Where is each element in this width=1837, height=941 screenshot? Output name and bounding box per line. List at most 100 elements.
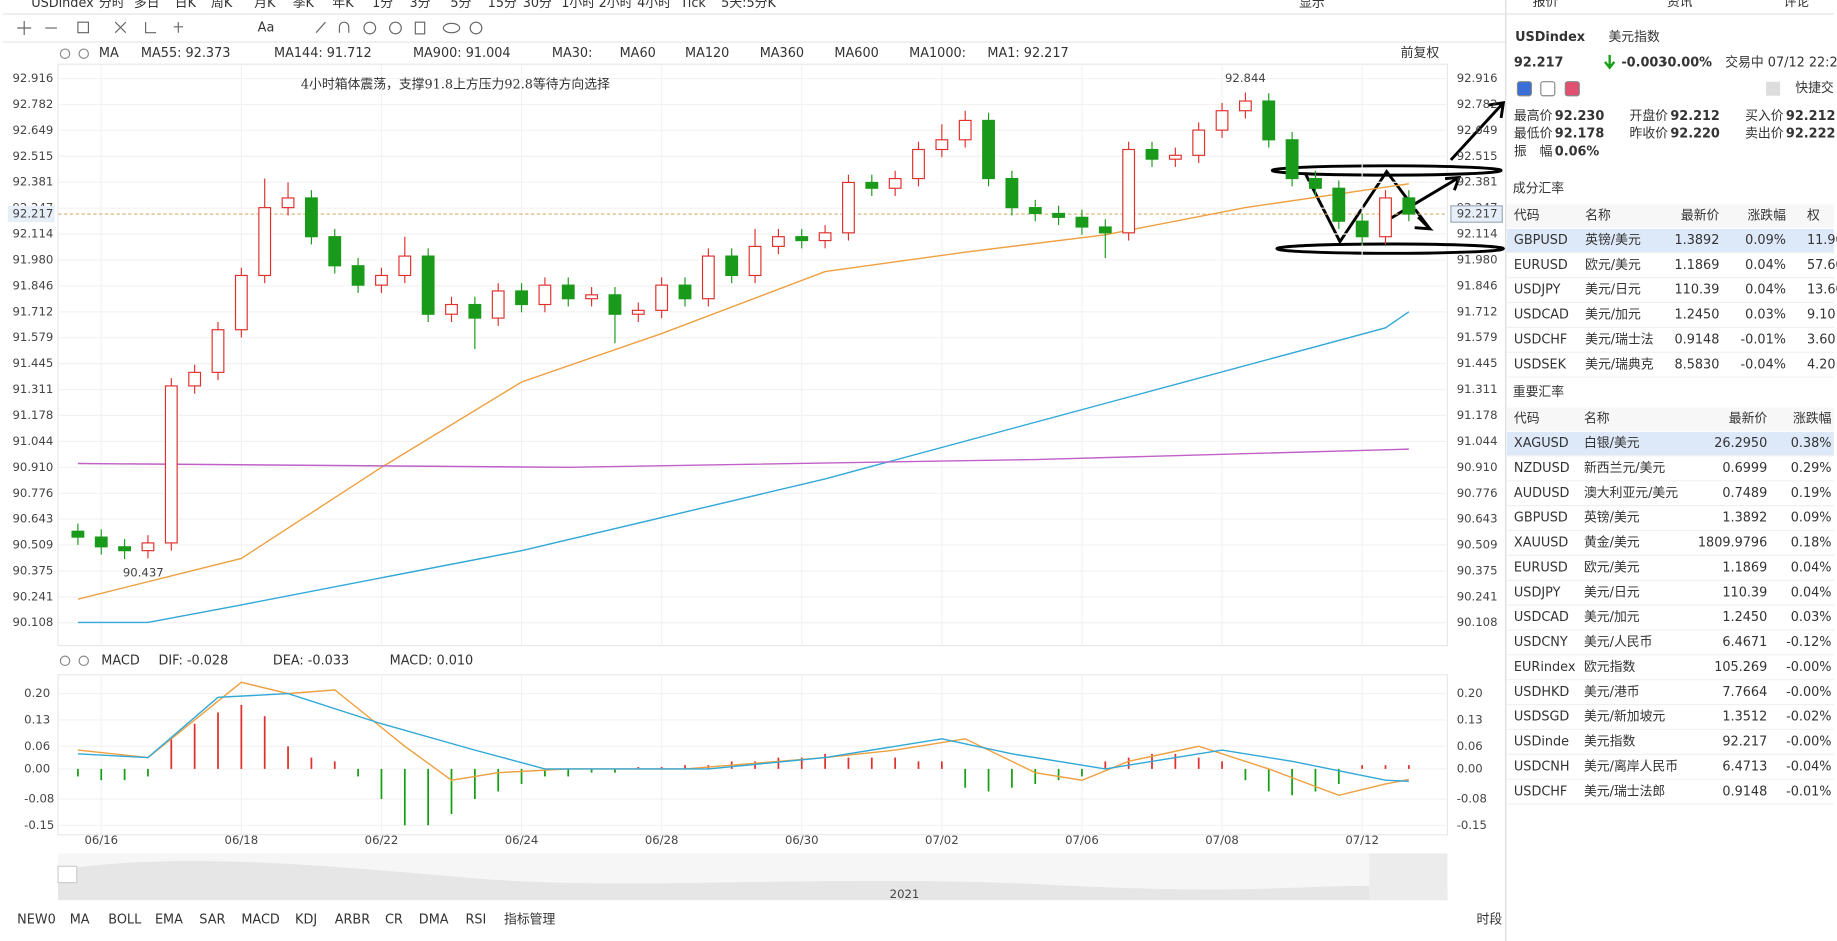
table-cell[interactable]: EURUSD <box>1514 258 1568 273</box>
table-cell[interactable]: XAUUSD <box>1514 536 1568 551</box>
table-cell[interactable]: EURindex <box>1514 660 1576 675</box>
period-button[interactable]: 时段 <box>1477 912 1503 927</box>
cross-tool[interactable] <box>114 21 127 34</box>
indicator-tab[interactable]: NEW0 <box>17 912 56 927</box>
settings-icon[interactable] <box>59 48 71 59</box>
adjust-button[interactable]: 前复权 <box>1401 45 1440 61</box>
period-tab[interactable]: 年K <box>332 0 354 11</box>
drawing-tools[interactable] <box>17 21 483 36</box>
column-header[interactable]: 代码 <box>1514 412 1540 427</box>
rect-tool[interactable] <box>77 21 89 34</box>
period-tab[interactable]: 5分 <box>450 0 471 11</box>
row-selected[interactable] <box>1506 431 1834 456</box>
y-tick-label: 92.649 <box>13 123 54 137</box>
period-tab[interactable]: Tick <box>679 0 706 11</box>
table-cell[interactable]: USDJPY <box>1514 283 1561 298</box>
period-tab[interactable]: 多日 <box>134 0 160 11</box>
settings-tool[interactable] <box>469 21 483 35</box>
measure-tool[interactable] <box>173 22 183 33</box>
indicator-tab[interactable]: 指标管理 <box>504 912 555 927</box>
visibility-tool[interactable] <box>363 21 377 35</box>
table-cell[interactable]: USDCAD <box>1514 308 1569 323</box>
period-tab[interactable]: 4小时 <box>637 0 671 11</box>
crosshair-tool[interactable] <box>17 21 32 36</box>
table-cell[interactable]: NZDUSD <box>1514 461 1570 476</box>
text-tool[interactable]: Aa <box>258 21 275 36</box>
panel-tab[interactable]: 报价 <box>1533 0 1559 10</box>
display-menu[interactable]: 显示 <box>1299 0 1325 11</box>
period-tab[interactable]: 5天:5分K <box>721 0 776 11</box>
table-cell[interactable]: USDCHF <box>1514 784 1567 799</box>
quote-icon[interactable] <box>1564 81 1580 97</box>
table-cell[interactable]: USDCAD <box>1514 610 1569 625</box>
indicator-tab[interactable]: CR <box>385 912 403 927</box>
period-tab[interactable]: 15分 <box>488 0 517 11</box>
indicator-tab[interactable]: MACD <box>241 912 280 927</box>
alert-icon[interactable] <box>1766 81 1781 96</box>
quote-icon[interactable] <box>1516 81 1533 97</box>
column-header[interactable]: 最新价 <box>1681 207 1720 223</box>
column-header[interactable]: 名称 <box>1585 207 1611 223</box>
fib-tool[interactable] <box>145 22 157 34</box>
table-cell[interactable]: USDSEK <box>1514 357 1567 372</box>
indicator-tab[interactable]: RSI <box>466 912 487 927</box>
table-cell[interactable]: XAGUSD <box>1514 436 1569 451</box>
close-icon[interactable] <box>78 655 89 667</box>
column-header[interactable]: 涨跌幅 <box>1747 207 1786 223</box>
row-selected[interactable] <box>1506 228 1834 253</box>
table-cell[interactable]: USDCNH <box>1514 759 1570 774</box>
magnet-tool[interactable] <box>338 21 350 33</box>
delete-tool[interactable] <box>414 21 426 35</box>
table-cell[interactable]: EURUSD <box>1514 560 1568 575</box>
period-tab[interactable]: 日K <box>175 0 197 11</box>
period-tab[interactable]: 季K <box>293 0 315 11</box>
table-cell[interactable]: USDHKD <box>1514 685 1569 700</box>
y-tick-label: 91.044 <box>13 434 54 448</box>
candle-body <box>141 542 155 552</box>
indicator-tab[interactable]: DMA <box>419 912 449 927</box>
quick-trade[interactable]: 快捷交 <box>1795 80 1834 96</box>
period-tab[interactable]: 1小时 <box>561 0 595 11</box>
table-cell[interactable]: USDSGD <box>1514 710 1569 725</box>
period-tab[interactable]: 1分 <box>372 0 393 11</box>
table-cell: 0.18% <box>1791 536 1832 551</box>
settings-icon[interactable] <box>59 655 71 667</box>
column-header[interactable]: 代码 <box>1514 208 1540 223</box>
period-tab[interactable]: 3分 <box>409 0 430 11</box>
period-tab[interactable]: 周K <box>211 0 233 11</box>
column-header[interactable]: 名称 <box>1584 411 1610 427</box>
table-cell[interactable]: USDCNY <box>1514 635 1568 650</box>
panel-tab[interactable]: 评论 <box>1784 0 1810 10</box>
table-cell[interactable]: GBPUSD <box>1514 511 1568 526</box>
panel-tab[interactable]: 资讯 <box>1667 0 1693 10</box>
close-icon[interactable] <box>78 48 89 59</box>
indicator-tab[interactable]: MA <box>70 912 90 927</box>
quote-icon[interactable] <box>1540 81 1556 97</box>
table-cell[interactable]: GBPUSD <box>1514 233 1568 248</box>
column-header[interactable]: 最新价 <box>1729 411 1768 427</box>
indicator-tab[interactable]: ARBR <box>335 912 370 927</box>
table-cell[interactable]: AUDUSD <box>1514 486 1570 501</box>
navigator-window[interactable] <box>1369 853 1448 901</box>
eye-tool[interactable] <box>442 22 461 34</box>
pen-tool[interactable] <box>315 21 326 34</box>
indicator-tab[interactable]: SAR <box>199 912 225 927</box>
table-cell[interactable]: USDinde <box>1514 735 1569 750</box>
indicator-tab[interactable]: EMA <box>155 912 183 927</box>
navigator-handle[interactable] <box>57 865 78 884</box>
table-cell[interactable]: USDJPY <box>1514 585 1561 600</box>
legend-title[interactable]: MA <box>99 46 119 61</box>
column-header[interactable]: 权 <box>1807 207 1820 223</box>
period-tab[interactable]: USDindex <box>31 0 94 11</box>
indicator-tab[interactable]: BOLL <box>108 912 142 927</box>
legend-title[interactable]: MACD <box>101 653 140 668</box>
column-header[interactable]: 涨跌幅 <box>1793 411 1832 427</box>
period-tab[interactable]: 分时 <box>99 0 125 11</box>
period-tab[interactable]: 30分 <box>523 0 552 11</box>
indicator-tab[interactable]: KDJ <box>295 912 317 927</box>
table-cell[interactable]: USDCHF <box>1514 332 1567 347</box>
legend-entry: MA900: 91.004 <box>413 46 511 61</box>
period-tab[interactable]: 月K <box>254 0 276 11</box>
period-tab[interactable]: 2小时 <box>599 0 633 11</box>
lock-tool[interactable] <box>389 21 402 35</box>
